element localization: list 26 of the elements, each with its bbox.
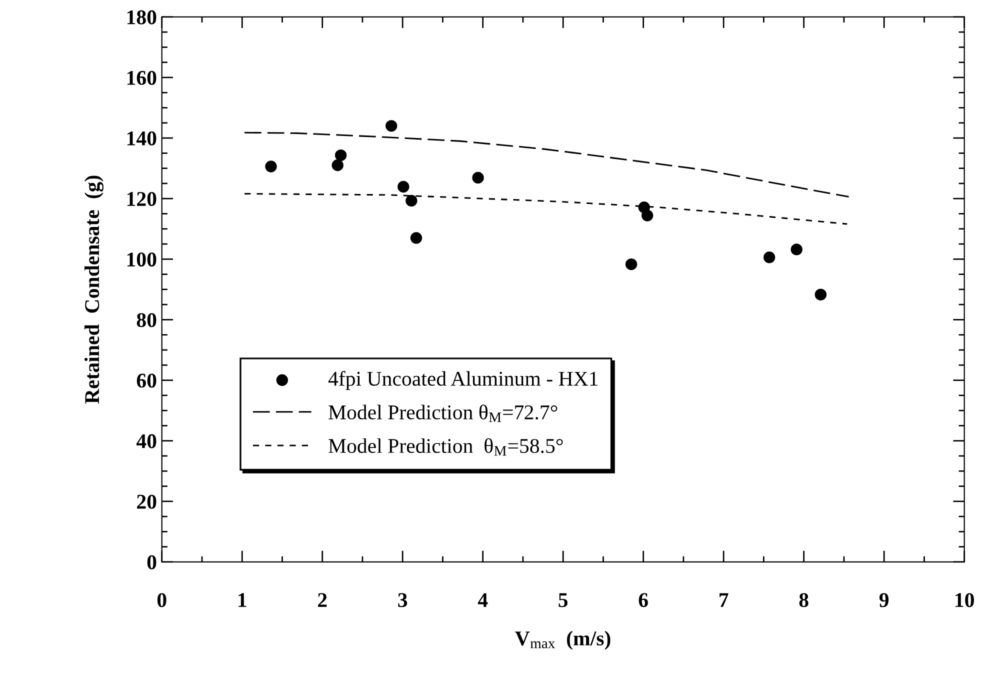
legend-label: 4fpi Uncoated Aluminum - HX1 bbox=[328, 370, 598, 390]
y-tick-label: 160 bbox=[127, 70, 156, 85]
x-tick-label: 1 bbox=[238, 593, 246, 607]
x-tick-label: 7 bbox=[720, 593, 728, 607]
y-tick-label: 20 bbox=[137, 494, 156, 509]
x-tick-label: 6 bbox=[638, 593, 648, 608]
y-tick-label: 100 bbox=[127, 252, 156, 267]
y-tick-label: 120 bbox=[127, 192, 156, 206]
x-tick-label: 5 bbox=[558, 593, 568, 608]
y-tick-label: 180 bbox=[127, 10, 156, 24]
legend-label: Model Prediction θ$_{M}$=58.5° bbox=[328, 438, 563, 456]
legend-label: Model Prediction θ$_{M}$=72.7° bbox=[328, 404, 558, 422]
y-tick-label: 0 bbox=[147, 555, 156, 570]
x-tick-label: 9 bbox=[879, 593, 889, 608]
y-axis-title: Retained Condensate (g) bbox=[84, 176, 104, 404]
y-tick-label: 80 bbox=[136, 313, 156, 328]
x-tick-label: 0 bbox=[157, 593, 166, 608]
y-tick-label: 40 bbox=[136, 434, 156, 448]
x-tick-label: 3 bbox=[398, 593, 408, 608]
x-tick-label: 4 bbox=[478, 593, 488, 607]
x-tick-label: 8 bbox=[799, 593, 808, 608]
x-tick-label: 10 bbox=[956, 593, 974, 608]
y-tick-label: 60 bbox=[136, 374, 156, 388]
x-axis-title: V$_{max}$ (m/s) bbox=[515, 630, 610, 650]
x-tick-label: 2 bbox=[318, 593, 327, 607]
y-tick-label: 140 bbox=[127, 131, 156, 146]
